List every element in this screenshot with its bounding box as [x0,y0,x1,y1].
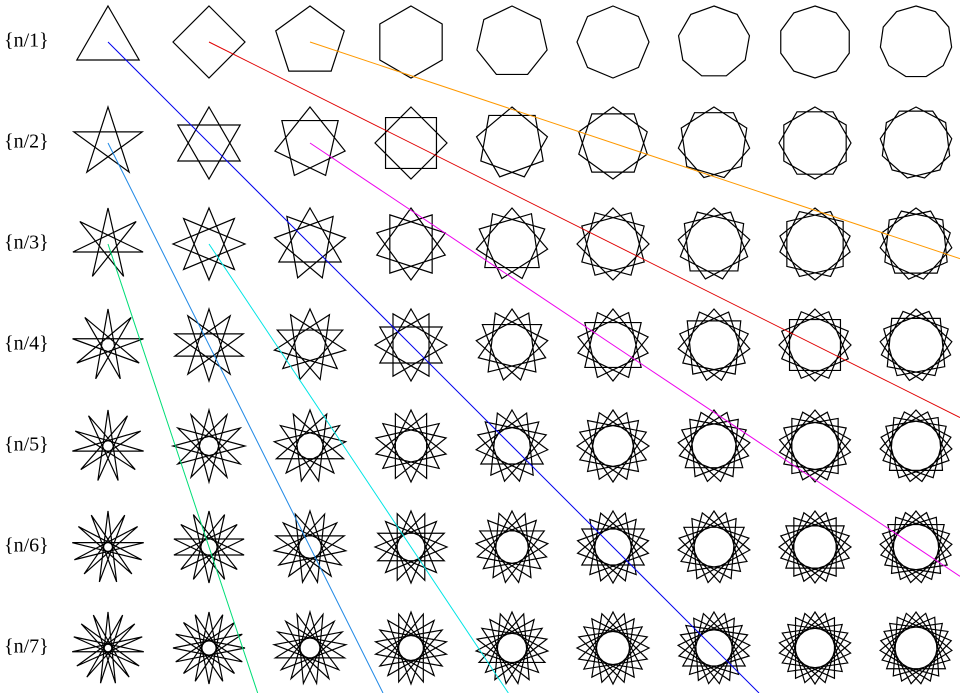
star-polygon [879,510,953,584]
star-polygon [778,308,852,382]
star-polygon [677,308,751,382]
star-polygon [373,509,449,585]
star-polygon [778,610,852,686]
star-polygon [272,408,348,483]
star-polygon [374,408,448,484]
star-polygon [272,509,348,585]
row-label: {n/7} [4,636,49,658]
star-polygon [778,106,852,180]
star-polygon [576,5,650,79]
star-polygon [475,408,549,483]
star-polygon [879,308,953,382]
star-polygon [879,610,953,685]
star-polygon [677,409,751,483]
star-polygon [171,206,247,282]
star-polygon [172,611,246,685]
star-polygon [879,106,953,179]
star-polygon [373,610,449,686]
star-polygon [72,308,144,380]
star-polygon [677,106,751,179]
star-polygon [879,207,953,280]
star-polygon [576,509,650,585]
row-label: {n/3} [4,232,49,254]
star-polygon [578,106,648,180]
star-polygon [173,510,245,584]
star-polygon [272,307,348,381]
star-polygon [879,5,953,78]
star-polygon [879,409,953,483]
star-polygon [72,611,144,684]
row-label: {n/6} [4,535,49,557]
star-polygon [474,610,550,685]
star-polygon [474,509,550,584]
star-polygon [575,408,651,484]
star-polygon [176,105,242,181]
star-polygon [475,106,549,178]
star-polygon [780,5,850,79]
star-polygon [273,106,347,177]
star-polygon [72,510,144,583]
star-polygon [72,207,144,277]
star-polygon [273,206,347,279]
star-polygon [172,307,246,383]
star-polygon [72,409,144,481]
star-polygon [676,610,752,685]
connector-line [107,41,760,693]
star-polygon [475,207,549,280]
star-polygon [677,207,751,280]
star-polygon [778,409,852,483]
star-polygon [677,509,751,584]
star-polygon [475,307,549,381]
star-polygon [373,307,449,383]
star-polygon [576,308,650,382]
connector-line [309,41,960,260]
star-polygon [275,5,345,72]
star-polygon [375,206,447,282]
star-polygon [170,407,248,485]
row-label: {n/5} [4,434,49,456]
row-label: {n/1} [4,30,49,52]
star-polygon [777,509,853,585]
row-label: {n/2} [4,131,49,153]
row-label: {n/4} [4,333,49,355]
star-polygon [677,5,751,77]
connector-line [107,243,259,693]
connector-line [208,243,509,693]
star-polygon [779,207,851,281]
connector-line [107,142,384,693]
star-polygon [172,5,246,79]
star-polygon [476,5,548,76]
connector-line [208,41,960,418]
connector-line [309,142,960,577]
star-polygon [75,4,141,61]
star-polygon [575,610,651,686]
star-polygon [379,5,443,79]
star-polygon [271,609,349,686]
star-polygon [71,105,145,174]
